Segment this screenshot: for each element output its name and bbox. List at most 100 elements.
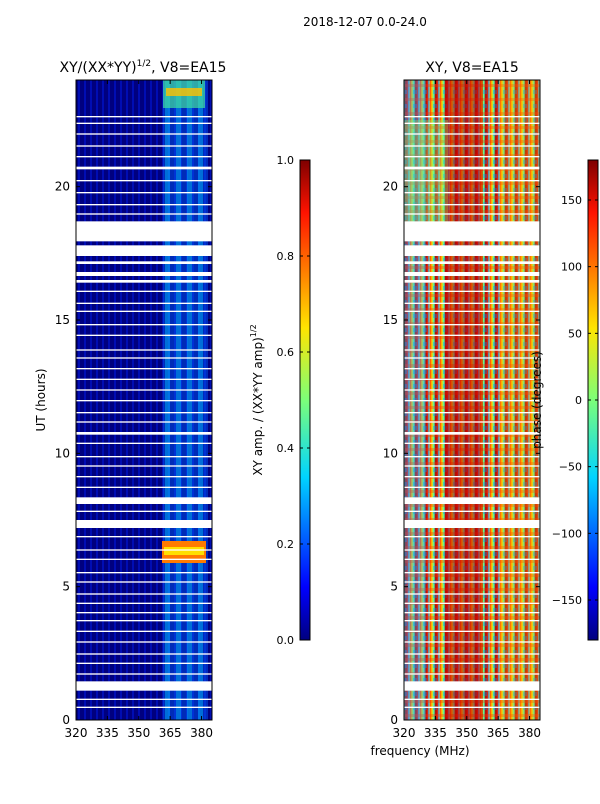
amplitude-gap-row (76, 673, 212, 675)
phase-x-tick-label: 365 (487, 726, 510, 740)
phase-gap-row (404, 558, 540, 560)
phase-colorbar-tick-label: 150 (561, 194, 582, 207)
phase-gap-row (404, 357, 540, 359)
phase-green-block (404, 120, 448, 230)
amplitude-axes-frame (75, 79, 213, 721)
amplitude-gap-row (76, 192, 212, 194)
phase-gap-row (404, 368, 540, 370)
amplitude-colorbar-tick-label: 0.4 (277, 442, 295, 455)
phase-gap-row (404, 673, 540, 675)
phase-gap-row (404, 280, 540, 283)
amplitude-gap-row (76, 510, 212, 512)
amplitude-panel-title: XY/(XX*YY)1/2, V8=EA15 (60, 59, 227, 76)
phase-x-tick-label: 380 (518, 726, 541, 740)
amplitude-top-bright-core (166, 88, 202, 96)
phase-gap-row (404, 122, 540, 124)
phase-gap-row (404, 400, 540, 402)
amplitude-gap-row (76, 465, 212, 467)
phase-gap-row (404, 156, 540, 158)
phase-gap-row (404, 706, 540, 708)
phase-gap-row (404, 245, 540, 256)
amplitude-gap-row (76, 497, 212, 504)
amplitude-gap-row (76, 221, 212, 242)
phase-x-ticks: 320 335 350 365 380 (393, 80, 541, 740)
amplitude-gap-row (76, 536, 212, 538)
amplitude-data-gaps (76, 116, 212, 708)
amplitude-gap-row (76, 280, 212, 283)
amplitude-gap-row (76, 145, 212, 147)
amplitude-gap-row (76, 593, 212, 595)
amplitude-gap-row (76, 476, 212, 478)
phase-gap-row (404, 389, 540, 391)
phase-gap-row (404, 272, 540, 276)
phase-data-gaps (404, 116, 540, 708)
phase-gap-row (404, 581, 540, 583)
phase-gap-row (404, 145, 540, 147)
phase-gap-row (404, 221, 540, 242)
phase-gap-row (404, 572, 540, 574)
amplitude-gap-row (76, 412, 212, 414)
amplitude-colorbar-tick-label: 0.0 (277, 634, 295, 647)
phase-gap-row (404, 310, 540, 312)
amplitude-gap-row (76, 620, 212, 622)
amplitude-gap-row (76, 572, 212, 574)
phase-x-tick-label: 350 (455, 726, 478, 740)
phase-gap-row (404, 662, 540, 664)
phase-gap-row (404, 630, 540, 632)
phase-panel-title: XY, V8=EA15 (425, 60, 519, 76)
amplitude-gap-row (76, 166, 212, 170)
amplitude-gap-row (76, 681, 212, 691)
amplitude-y-axis-label: UT (hours) (34, 368, 48, 431)
amplitude-gap-row (76, 432, 212, 435)
phase-colorbar-tick-label: 50 (568, 327, 582, 340)
amplitude-gap-row (76, 245, 212, 256)
amplitude-gap-row (76, 204, 212, 206)
amplitude-gap-row (76, 558, 212, 560)
phase-gap-row (404, 180, 540, 182)
amplitude-gap-row (76, 486, 212, 488)
phase-x-tick-label: 320 (393, 726, 416, 740)
amplitude-gap-row (76, 261, 212, 264)
amplitude-x-tick-label: 320 (65, 726, 88, 740)
amplitude-gap-row (76, 324, 212, 326)
phase-gap-row (404, 334, 540, 336)
amplitude-y-ticks: 0 5 10 15 20 (55, 180, 212, 727)
phase-gap-row (404, 290, 540, 292)
amplitude-gap-row (76, 549, 212, 551)
phase-x-tick-label: 335 (424, 726, 447, 740)
phase-gap-row (404, 497, 540, 504)
amplitude-gap-row (76, 133, 212, 135)
phase-colorbar-tick-label: 100 (561, 261, 582, 274)
amplitude-y-tick-label: 10 (55, 446, 70, 460)
amplitude-gap-row (76, 156, 212, 158)
phase-y-tick-label: 15 (383, 313, 398, 327)
amplitude-gap-row (76, 368, 212, 370)
amplitude-gap-row (76, 334, 212, 336)
amplitude-colorbar: 0.0 0.2 0.4 0.6 0.8 1.0 XY amp. / (XX*YY amp)… (249, 154, 311, 647)
phase-colorbar: −150 −100 −50 0 50 100 150 phase (degrees) (530, 159, 599, 641)
phase-colorbar-ticks: −150 −100 −50 0 50 100 150 (552, 194, 598, 607)
amplitude-gap-row (76, 290, 212, 292)
phase-gap-row (404, 421, 540, 423)
amplitude-gap-row (76, 442, 212, 444)
phase-gap-row (404, 510, 540, 512)
amplitude-gap-row (76, 641, 212, 643)
phase-colorbar-tick-label: −150 (552, 594, 582, 607)
amplitude-gap-row (76, 706, 212, 708)
amplitude-gap-row (76, 653, 212, 655)
phase-gap-row (404, 349, 540, 351)
amplitude-x-tick-label: 335 (96, 726, 119, 740)
amplitude-gap-row (76, 180, 212, 182)
amplitude-gap-row (76, 378, 212, 380)
phase-gap-row (404, 520, 540, 528)
phase-gap-row (404, 549, 540, 551)
phase-gap-row (404, 476, 540, 478)
amplitude-gap-row (76, 213, 212, 215)
phase-gap-row (404, 133, 540, 135)
amplitude-colorbar-tick-label: 0.8 (277, 250, 295, 263)
amplitude-x-tick-label: 350 (127, 726, 150, 740)
phase-colorbar-tick-label: −50 (559, 461, 582, 474)
phase-axes-frame (403, 79, 541, 721)
phase-gap-row (404, 324, 540, 326)
